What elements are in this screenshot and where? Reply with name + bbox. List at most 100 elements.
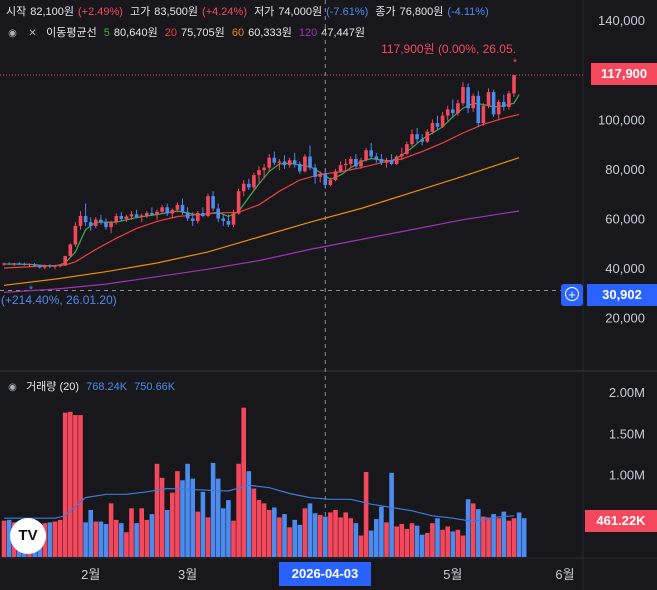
candle-body [420, 139, 424, 142]
volume-bar [460, 535, 466, 557]
candle-body [196, 212, 200, 221]
low-marker-label: (+214.40%, 26.01.20) [1, 293, 117, 307]
candle-body [277, 161, 282, 163]
price-axis-tick: 60,000 [605, 211, 645, 226]
candle-body [359, 160, 363, 167]
ma5-period: 5 [103, 27, 110, 39]
candle-body [481, 105, 486, 124]
volume-bar [164, 509, 170, 557]
volume-bar [307, 503, 313, 557]
candle-body [241, 183, 246, 192]
candle-body [496, 102, 501, 115]
candle-body [37, 265, 42, 268]
candle-body [430, 123, 435, 132]
candle-body [2, 263, 6, 265]
candle-body [160, 207, 164, 212]
candle-body [425, 131, 430, 142]
volume-bar [266, 509, 272, 557]
volume-bar [226, 500, 231, 557]
volume-bar [78, 415, 83, 557]
volume-bar [154, 463, 160, 557]
volume-bar [348, 518, 354, 557]
crosshair-plus-button[interactable]: + [561, 284, 583, 306]
high-marker-star: * [513, 57, 518, 69]
candle-body [318, 173, 322, 177]
tradingview-logo[interactable]: TV [10, 518, 46, 554]
candle-body [338, 165, 343, 172]
candle-body [333, 171, 338, 181]
volume-bar [470, 503, 476, 557]
candle-body [389, 160, 394, 164]
candle-body [129, 214, 134, 217]
volume-bar [175, 471, 180, 557]
candle-body [410, 134, 414, 145]
low-value: 74,000원 [278, 6, 323, 18]
candle-body [109, 222, 113, 228]
ma120-line [3, 210, 520, 293]
candle-body [364, 150, 368, 161]
volume-axis-tick: 2.00M [609, 385, 645, 400]
candle-body [190, 218, 195, 221]
volume-bar [496, 518, 501, 557]
candle-body [445, 109, 450, 116]
close-icon[interactable]: ✕ [28, 27, 37, 39]
candle-body [440, 115, 445, 127]
candle-body [272, 157, 277, 163]
volume-bar [241, 407, 246, 557]
volume-bar [119, 523, 124, 557]
volume-bar [445, 526, 450, 557]
candle-body [134, 214, 139, 217]
price-axis-tick: 40,000 [605, 261, 645, 276]
candle-body [170, 209, 175, 214]
candle-body [175, 204, 180, 210]
open-label: 시작 [6, 6, 27, 18]
volume-bar [256, 500, 262, 557]
volume-bar [139, 508, 144, 557]
volume-bar [328, 512, 333, 557]
candle-body [287, 160, 292, 166]
candle-body [267, 157, 271, 168]
eye-icon[interactable]: ◉ [8, 381, 17, 393]
candle-body [491, 92, 496, 115]
ma-legend: ◉ ✕ 이동평균선 5 80,640원 20 75,705원 60 60,333원 1… [6, 24, 369, 40]
candle-body [502, 102, 506, 107]
volume-bar [251, 488, 257, 557]
volume-bar [246, 471, 252, 557]
candle-body [73, 225, 78, 245]
candle-body [206, 196, 210, 216]
volume-bar [170, 492, 175, 557]
volume-axis-tick: 1.50M [609, 426, 645, 441]
volume-bar [287, 527, 292, 557]
high-marker-label: 117,900원 (0.00%, 26.05. [381, 42, 516, 56]
volume-bar [205, 517, 211, 557]
volume-bar [292, 519, 297, 557]
volume-bar [215, 478, 221, 557]
volume-bar [1, 520, 7, 557]
volume-bar [185, 463, 190, 557]
candle-body [369, 150, 373, 157]
open-value: 82,100원 [30, 6, 75, 18]
volume-bar [134, 523, 139, 557]
volume-bar [404, 528, 410, 557]
close-value: 76,800원 [399, 6, 444, 18]
volume-bar [159, 477, 165, 557]
volume-bar [6, 519, 12, 557]
volume-bar [481, 516, 486, 557]
volume-bar [338, 517, 343, 557]
candle-body [415, 134, 419, 140]
volume-bar [83, 522, 88, 557]
plus-circle-icon: + [565, 287, 579, 301]
ma60-period: 60 [231, 27, 245, 39]
candle-body [405, 144, 409, 155]
eye-icon[interactable]: ◉ [8, 27, 17, 39]
volume-bar [343, 512, 348, 557]
ma60-line [3, 157, 520, 286]
volume-bar [129, 508, 134, 557]
volume-bar [506, 520, 512, 557]
crosshair-price-tag: 30,902 [587, 284, 657, 306]
volume-bar [465, 499, 471, 557]
candle-body [461, 87, 465, 104]
time-axis-tick: 2월 [81, 567, 100, 582]
ma-legend-label: 이동평균선 [46, 27, 97, 39]
